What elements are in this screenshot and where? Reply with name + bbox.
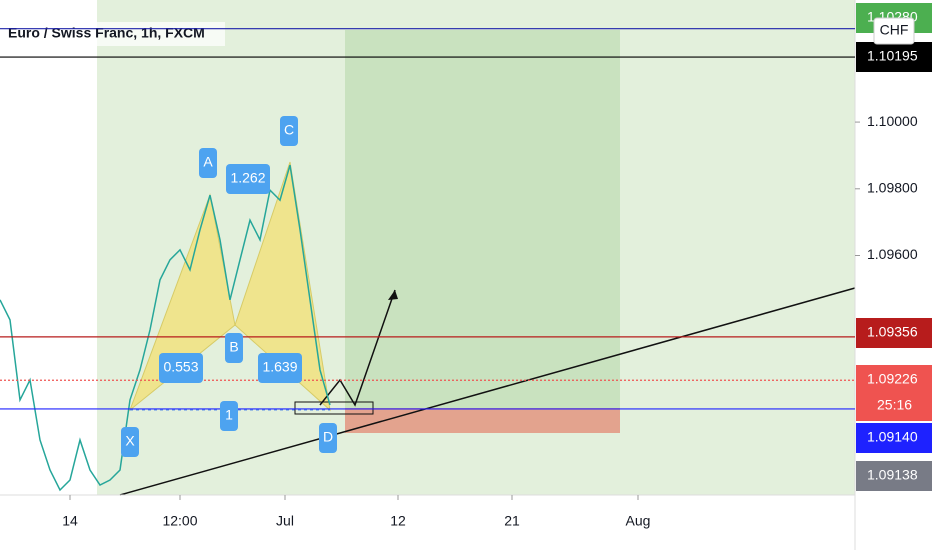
pattern-label-bg — [226, 164, 270, 194]
trendline — [119, 287, 856, 496]
stop-zone — [345, 408, 620, 433]
price-axis — [855, 0, 932, 550]
y-tick-label: 1.09800 — [867, 179, 918, 195]
y-tick-label: 1.10000 — [867, 113, 918, 129]
countdown: 25:16 — [877, 397, 912, 413]
currency-badge — [873, 17, 915, 45]
price-tag — [856, 318, 932, 348]
target-zone — [345, 30, 620, 408]
title-bg — [0, 22, 225, 46]
dynamic: 1.09600 1.09800 1.10000 14 12:00 Jul 12 21 Aug 1.… — [0, 3, 932, 529]
price-tag — [856, 423, 932, 453]
pattern-label-bg — [225, 333, 243, 363]
price-tag — [856, 365, 932, 421]
x-tick-label: Jul — [276, 513, 294, 529]
pattern-label-bg — [258, 353, 302, 383]
currency: CHF — [880, 22, 909, 38]
pattern-label: X — [125, 433, 135, 449]
pattern-label: B — [229, 339, 238, 355]
projection-arrow — [319, 289, 396, 407]
x-tick-label: 14 — [62, 513, 78, 529]
price-tag-label: 1.09138 — [867, 467, 918, 483]
pattern-label-bg — [319, 423, 337, 453]
pattern-label: D — [323, 429, 333, 445]
pattern-label-bg — [280, 116, 298, 146]
pattern-label: C — [284, 122, 294, 138]
price-line — [0, 164, 331, 492]
x-tick-label: 12 — [390, 513, 406, 529]
x-tick-label: 21 — [504, 513, 520, 529]
price-tag — [856, 42, 932, 72]
price-tag-label: 1.09140 — [867, 429, 918, 445]
chart-title: Euro / Swiss Franc, 1h, FXCM — [8, 25, 205, 41]
price-tag-label: 1.09356 — [867, 324, 918, 340]
x-tick-label: 12:00 — [162, 513, 197, 529]
pattern-label: 1 — [225, 407, 233, 423]
pattern-label: 1.262 — [230, 170, 265, 186]
price-tag-label: 1.09226 — [867, 371, 918, 387]
entry-box — [294, 401, 374, 415]
x-tick-label: Aug — [626, 513, 651, 529]
pattern-label: 0.553 — [163, 359, 198, 375]
price-tag — [856, 461, 932, 491]
price-tag-label: 1.10195 — [867, 48, 918, 64]
pattern-label-bg — [159, 353, 203, 383]
arrow-head — [388, 290, 398, 300]
pattern-label-bg — [121, 427, 139, 457]
pattern-label: A — [203, 154, 213, 170]
pattern-label-bg — [220, 401, 238, 431]
y-tick-label: 1.09600 — [867, 246, 918, 262]
pattern-label: 1.639 — [262, 359, 297, 375]
pattern-label-bg — [199, 148, 217, 178]
